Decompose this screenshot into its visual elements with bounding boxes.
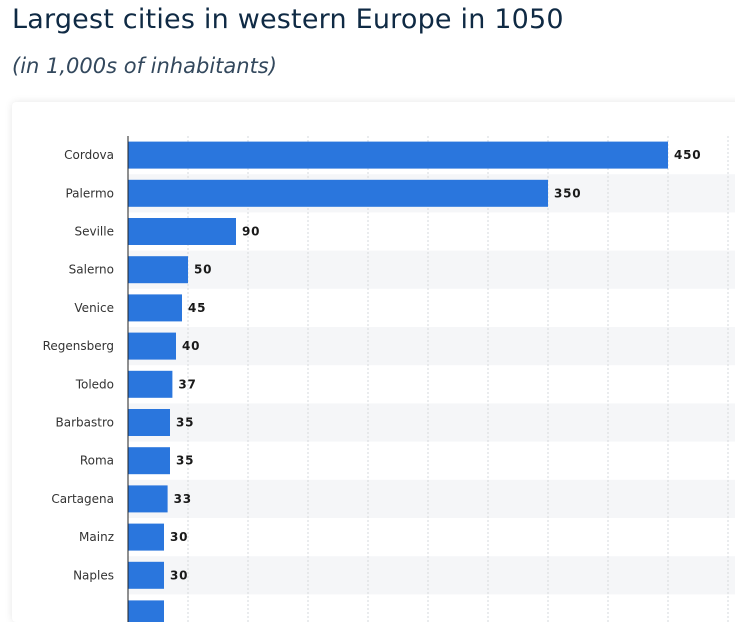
bars <box>128 141 668 622</box>
row-band <box>128 556 735 595</box>
category-label: Seville <box>75 225 115 239</box>
category-label: Salerno <box>69 263 114 277</box>
chart-card: Cordova Palermo Seville Salerno Venice Regens… <box>12 102 735 622</box>
bar[interactable] <box>128 294 182 322</box>
value-label: 35 <box>176 454 194 468</box>
value-label: 35 <box>176 416 194 430</box>
bar[interactable] <box>128 447 170 475</box>
category-label: Barbastro <box>56 416 114 430</box>
category-label: Regensberg <box>43 339 114 353</box>
chart-subtitle: (in 1,000s of inhabitants) <box>12 54 277 78</box>
value-label: 45 <box>188 301 206 315</box>
bar-partial <box>128 600 164 622</box>
value-label: 350 <box>554 186 581 200</box>
value-label: 37 <box>178 377 196 391</box>
bar[interactable] <box>128 332 176 360</box>
bar[interactable] <box>128 561 164 589</box>
category-label: Naples <box>73 568 114 582</box>
bar[interactable] <box>128 218 236 245</box>
bar[interactable] <box>128 256 188 284</box>
row-band <box>128 403 735 442</box>
category-label: Toledo <box>75 377 114 391</box>
category-label: Mainz <box>79 530 114 544</box>
category-labels: Cordova Palermo Seville Salerno Venice Regens… <box>43 148 114 582</box>
bar[interactable] <box>128 409 170 436</box>
gridlines <box>187 136 729 622</box>
bar[interactable] <box>128 523 164 551</box>
category-label: Roma <box>80 454 114 468</box>
value-labels: 450 350 90 50 45 40 37 35 35 33 30 30 <box>170 148 701 582</box>
chart-title: Largest cities in western Europe in 1050 <box>12 4 564 35</box>
value-label: 33 <box>174 492 192 506</box>
row-band <box>128 250 735 289</box>
category-label: Cordova <box>64 148 114 162</box>
value-label: 50 <box>194 263 212 277</box>
row-bands <box>128 174 735 595</box>
value-label: 30 <box>170 530 188 544</box>
category-label: Venice <box>74 301 114 315</box>
value-label: 450 <box>674 148 701 162</box>
bar[interactable] <box>128 141 668 169</box>
bar[interactable] <box>128 485 168 513</box>
value-label: 30 <box>170 568 188 582</box>
category-label: Cartagena <box>51 492 114 506</box>
value-label: 40 <box>182 339 200 353</box>
bar-chart: Cordova Palermo Seville Salerno Venice Regens… <box>43 136 735 622</box>
row-band <box>128 327 735 366</box>
bar[interactable] <box>128 370 173 398</box>
category-label: Palermo <box>65 186 114 200</box>
bar[interactable] <box>128 179 548 207</box>
row-band <box>128 479 735 518</box>
value-label: 90 <box>242 225 260 239</box>
